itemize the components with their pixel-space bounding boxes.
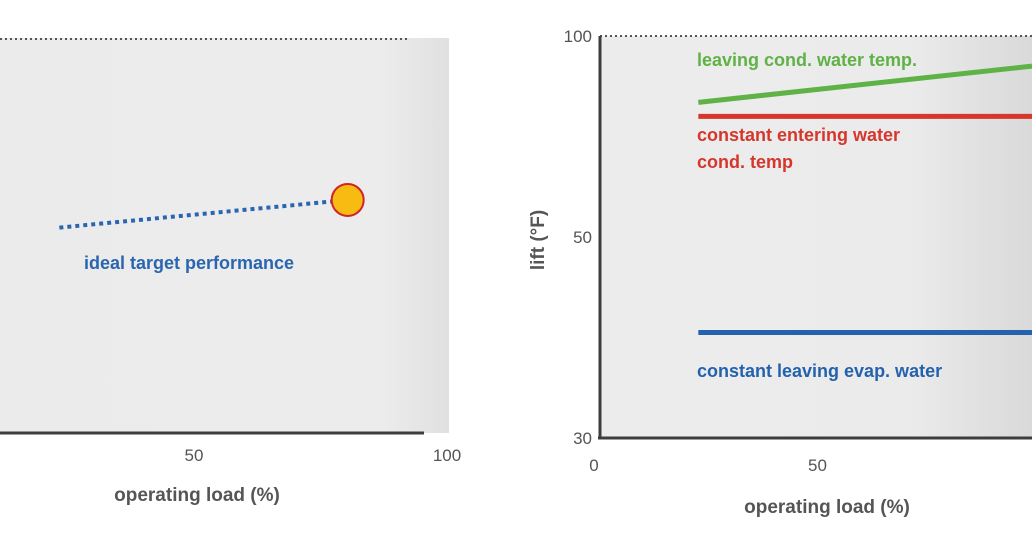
left-chart-panel: 50 100 operating load (%) ideal target pe… xyxy=(0,38,461,506)
left-x-axis-title: operating load (%) xyxy=(114,485,280,506)
right-y-tick-100: 100 xyxy=(564,27,592,46)
right-y-tick-50: 50 xyxy=(573,228,592,247)
target-point-marker xyxy=(330,182,365,217)
series-label-leaving-cond-water-temp: leaving cond. water temp. xyxy=(697,50,917,70)
right-series-group xyxy=(698,63,1032,335)
left-series-group xyxy=(59,182,365,230)
left-x-tick-labels: 50 100 xyxy=(185,446,462,465)
left-plot-background xyxy=(0,38,449,433)
left-x-tick-50: 50 xyxy=(185,446,204,465)
left-x-tick-100: 100 xyxy=(433,446,461,465)
right-x-tick-0: 0 xyxy=(589,456,598,475)
right-x-axis-title: operating load (%) xyxy=(744,497,910,518)
series-line-ideal-target-performance xyxy=(59,197,348,230)
right-x-tick-labels: 0 50 xyxy=(589,456,827,475)
series-label-constant-entering-water-line2: cond. temp xyxy=(697,152,793,172)
right-chart-panel: 0 50 30 50 100 lift (°F) operating load (%)… xyxy=(528,27,1032,518)
series-label-constant-entering-water-line1: constant entering water xyxy=(697,125,900,145)
series-label-ideal-target-performance: ideal target performance xyxy=(84,253,294,273)
right-y-tick-labels: 30 50 100 xyxy=(564,27,592,448)
right-y-axis-title: lift (°F) xyxy=(528,210,549,270)
series-line-leaving-cond-water-temp xyxy=(698,63,1032,105)
series-label-constant-leaving-evap-water: constant leaving evap. water xyxy=(697,361,942,381)
right-y-tick-30: 30 xyxy=(573,429,592,448)
right-plot-background xyxy=(600,36,1032,438)
right-x-tick-50: 50 xyxy=(808,456,827,475)
